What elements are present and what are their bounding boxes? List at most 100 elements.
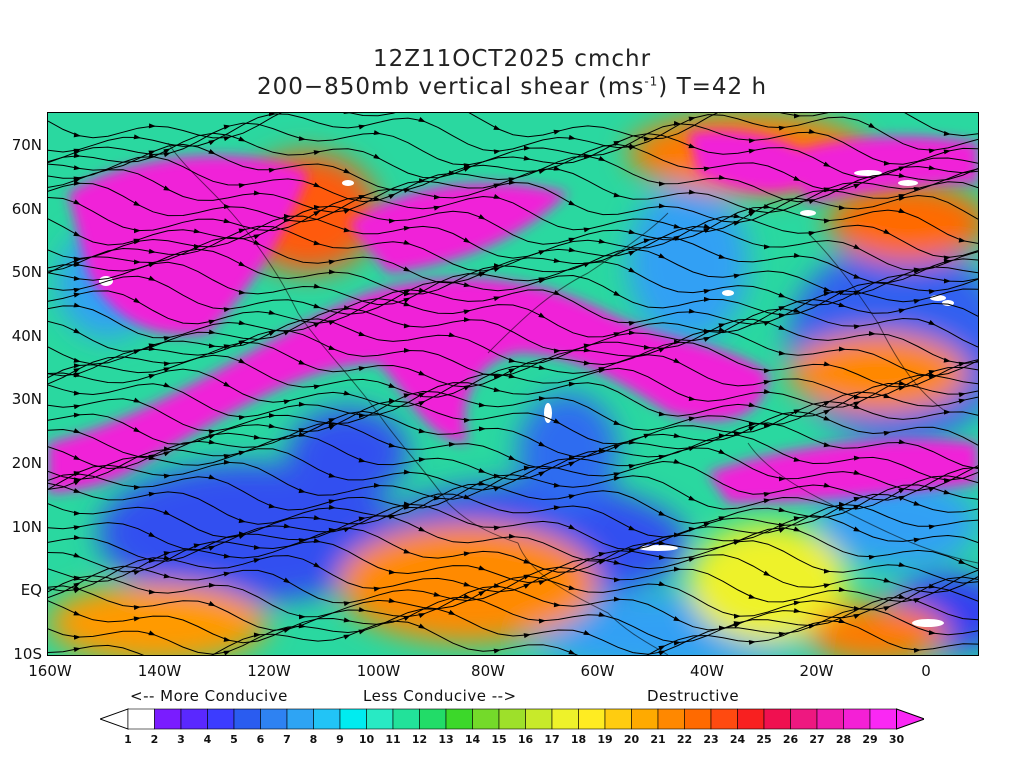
streamline-arrow	[343, 634, 351, 640]
streamline-arrow	[463, 581, 471, 587]
streamline-arrow	[883, 577, 891, 583]
lat-label: 40N	[11, 326, 42, 345]
streamline	[48, 565, 978, 604]
streamline-arrow	[838, 501, 846, 507]
streamline-arrow	[238, 261, 246, 267]
streamline-arrow	[628, 250, 636, 256]
streamline-arrow	[418, 428, 426, 434]
colorbar-swatch	[763, 708, 791, 730]
streamline-arrow	[538, 441, 546, 447]
streamline-arrow	[73, 510, 81, 516]
streamline-arrow	[328, 504, 336, 510]
streamline-arrow	[958, 392, 966, 398]
streamline-arrow	[208, 429, 216, 435]
streamline-arrow	[148, 531, 156, 538]
streamline-arrow	[538, 580, 546, 586]
streamline-arrow	[463, 164, 471, 170]
streamline-arrow	[133, 239, 141, 245]
streamline	[48, 540, 978, 584]
streamline-arrow	[463, 494, 471, 500]
streamline-arrow	[268, 413, 276, 419]
streamline-arrow	[553, 289, 561, 296]
streamline-arrow	[73, 428, 81, 434]
streamline-arrow	[148, 153, 156, 159]
streamline-arrow	[958, 398, 966, 404]
streamline-arrow	[523, 583, 531, 589]
colorbar-label: 28	[835, 733, 852, 746]
streamline-arrow	[913, 598, 921, 604]
streamline-arrow	[628, 439, 636, 445]
streamline-arrow	[913, 537, 921, 543]
streamline-arrow	[748, 425, 756, 432]
streamline-arrow	[778, 125, 786, 131]
streamline-arrow	[778, 522, 786, 528]
streamline-arrow	[448, 170, 456, 176]
streamline-arrow	[943, 255, 951, 261]
streamline-arrow	[253, 434, 261, 440]
streamline-arrow	[268, 167, 276, 173]
streamline-arrow	[553, 129, 561, 135]
streamline-arrow	[208, 582, 216, 588]
streamline-arrow	[898, 166, 906, 172]
streamline-arrow	[568, 381, 576, 387]
colorbar-label: 23	[703, 733, 719, 746]
streamline	[48, 354, 978, 399]
colorbar-swatch	[843, 708, 871, 730]
streamline-arrow	[508, 533, 516, 539]
streamline-arrow	[823, 482, 831, 488]
streamline-arrow	[358, 413, 366, 419]
streamline-arrow	[778, 507, 786, 513]
streamline-arrow	[463, 417, 471, 423]
streamline-arrow	[613, 472, 621, 478]
streamline-arrow	[163, 573, 171, 579]
streamline-arrow	[148, 374, 156, 379]
lon-label: 40W	[690, 662, 724, 680]
streamline-arrow	[463, 384, 471, 391]
streamline-arrow	[163, 509, 171, 516]
streamline-arrow	[628, 320, 636, 326]
streamline-arrow	[328, 472, 336, 478]
streamline-arrow	[793, 409, 801, 415]
streamline-arrow	[133, 200, 141, 206]
streamline-arrow	[328, 418, 336, 424]
colorbar-swatch	[207, 708, 235, 730]
streamline-arrow	[328, 527, 336, 533]
streamline-arrow	[148, 630, 156, 636]
streamline-arrow	[73, 292, 81, 298]
streamline-arrow	[748, 639, 756, 645]
streamline-arrow	[268, 330, 276, 337]
streamline-arrow	[928, 524, 936, 530]
streamline-arrow	[853, 244, 861, 250]
streamline	[48, 410, 978, 457]
streamline-arrow	[928, 319, 936, 326]
streamline-arrow	[613, 577, 621, 583]
streamline-arrow	[538, 169, 546, 174]
lat-label: 50N	[11, 263, 42, 282]
streamline-arrow	[853, 455, 861, 461]
colorbar-swatch	[657, 708, 685, 730]
streamline-arrow	[433, 591, 441, 597]
streamline-arrow	[403, 393, 411, 399]
streamline-arrow	[343, 527, 351, 533]
streamline-arrow	[793, 457, 801, 462]
streamline-arrow	[763, 422, 771, 428]
streamline-arrow	[748, 402, 756, 408]
streamline-arrow	[793, 307, 801, 313]
streamline-arrow	[583, 153, 591, 159]
colorbar-right-arrow	[896, 708, 924, 730]
chart-title-line2: 200−850mb vertical shear (ms-1) T=42 h	[256, 74, 768, 100]
streamline-arrow	[163, 382, 171, 388]
streamline-arrow	[508, 373, 516, 379]
streamline-arrow	[148, 261, 156, 267]
streamline-arrow	[238, 183, 246, 189]
streamline-arrow	[418, 613, 426, 618]
streamline-arrow	[553, 348, 561, 354]
streamline-arrow	[628, 229, 636, 235]
streamline-arrow	[763, 368, 771, 374]
streamline-arrow	[928, 165, 936, 171]
streamline-arrow	[688, 495, 696, 501]
streamline-arrow	[673, 532, 681, 538]
streamline-arrow	[883, 430, 891, 436]
streamline-arrow	[463, 282, 471, 288]
streamline-arrow	[193, 245, 201, 251]
